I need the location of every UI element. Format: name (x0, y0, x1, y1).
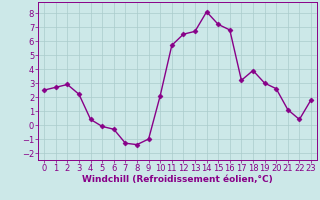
X-axis label: Windchill (Refroidissement éolien,°C): Windchill (Refroidissement éolien,°C) (82, 175, 273, 184)
